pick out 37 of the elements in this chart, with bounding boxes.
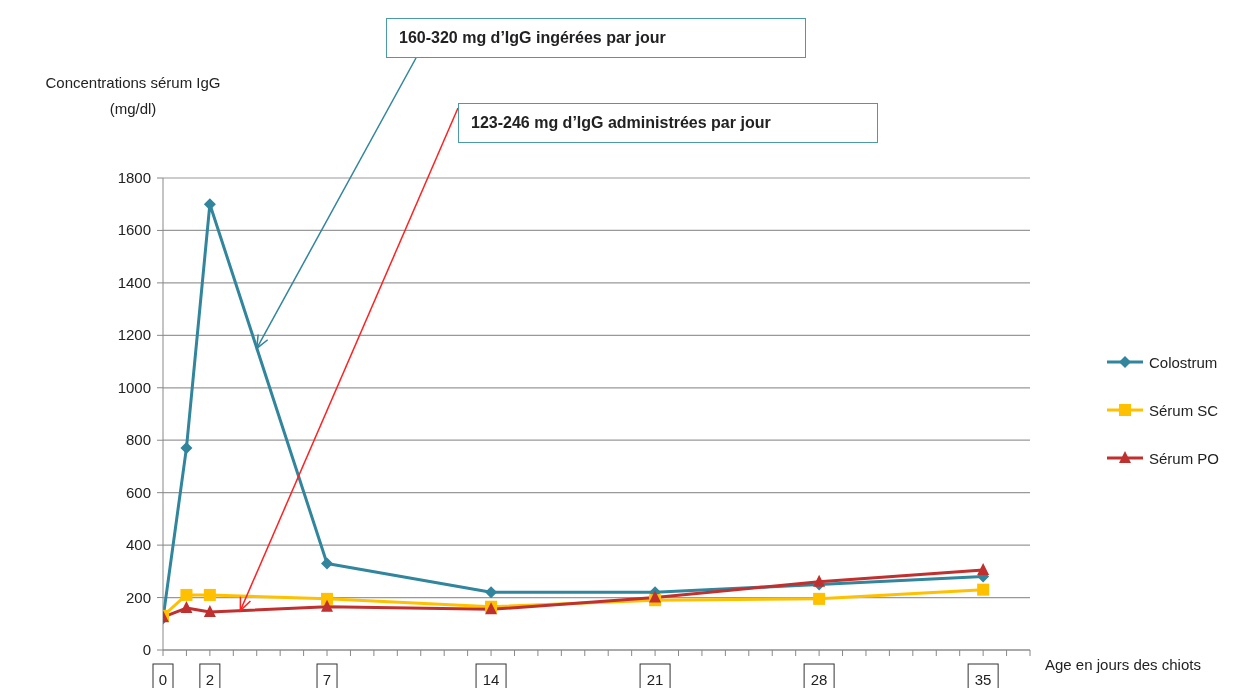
- y-axis-title: Concentrations sérum IgG (mg/dl): [44, 73, 222, 119]
- y-tick-label: 1800: [117, 169, 151, 186]
- point: [977, 563, 990, 576]
- point: [180, 442, 193, 455]
- legend-label: Colostrum: [1149, 353, 1218, 371]
- y-tick-label: 800: [125, 431, 151, 449]
- x-tick-label: 2: [205, 671, 215, 688]
- point: [649, 590, 662, 603]
- y-tick-label: 600: [125, 483, 151, 501]
- y-tick-label: 400: [125, 536, 151, 554]
- x-tick-label: 21: [646, 671, 664, 688]
- x-tick-label: 0: [158, 671, 168, 688]
- annotation: 123-246 mg d’IgG administrées par jour: [458, 103, 878, 143]
- legend-label: Sérum SC: [1149, 401, 1219, 419]
- y-tick-label: 1400: [117, 273, 151, 291]
- point: [203, 604, 216, 617]
- y-tick-label: 1000: [117, 378, 151, 396]
- point: [813, 592, 826, 605]
- x-tick-label: 28: [810, 671, 828, 688]
- point: [977, 583, 990, 596]
- y-tick-label: 0: [142, 641, 151, 658]
- x-tick-label: 35: [974, 671, 992, 688]
- x-tick-label: 7: [322, 671, 332, 688]
- y-tick-label: 1200: [117, 326, 151, 344]
- annotation: 160-320 mg d’IgG ingérées par jour: [386, 18, 806, 58]
- point: [321, 592, 334, 605]
- point: [813, 574, 826, 587]
- legend-label: Sérum PO: [1149, 449, 1220, 467]
- point: [203, 588, 216, 601]
- x-axis-title: Age en jours des chiots: [1045, 656, 1201, 673]
- y-tick-label: 1600: [117, 221, 151, 239]
- point: [321, 599, 334, 612]
- x-tick-label: 14: [482, 671, 500, 688]
- point: [321, 557, 334, 570]
- point: [180, 601, 193, 614]
- point: [180, 588, 193, 601]
- y-tick-label: 200: [125, 588, 151, 606]
